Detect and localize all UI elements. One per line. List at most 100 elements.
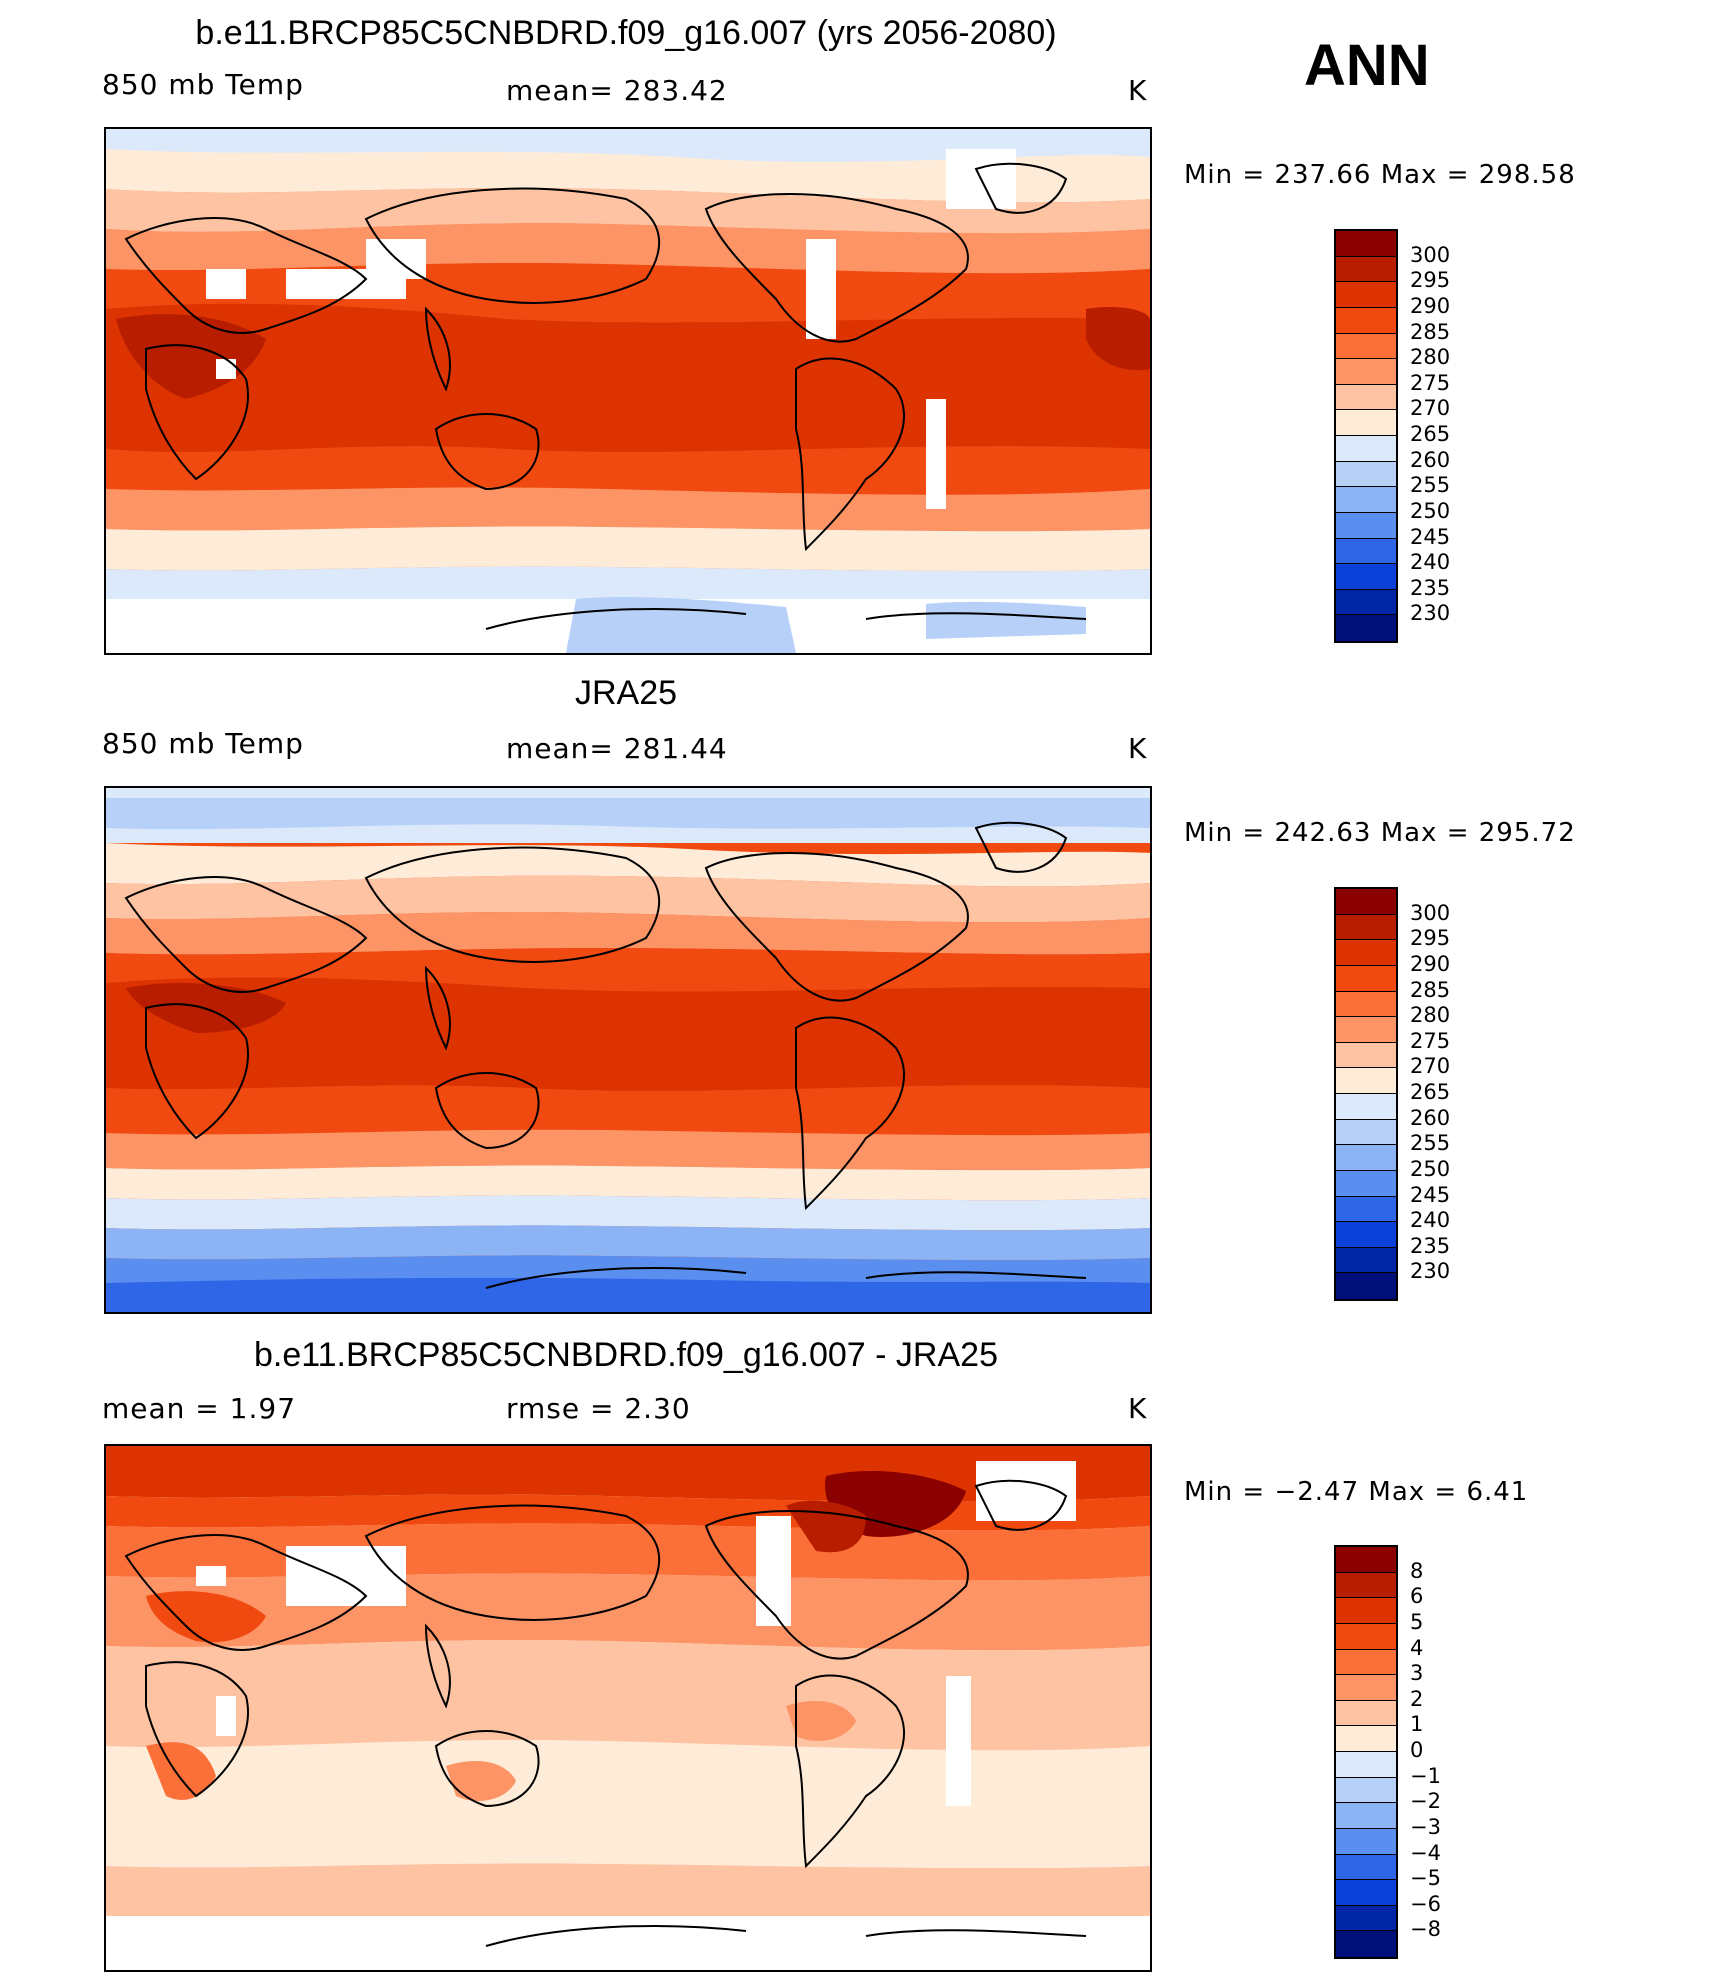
colorbar-tick-label: −4 <box>1410 1840 1441 1865</box>
colorbar-swatch <box>1336 512 1396 539</box>
colorbar-swatch <box>1336 410 1396 436</box>
colorbar-swatch <box>1336 231 1396 257</box>
colorbar-tick-label: 0 <box>1410 1738 1424 1762</box>
colorbar-tick-label: 265 <box>1410 422 1451 446</box>
colorbar-swatch <box>1336 914 1396 941</box>
colorbar-swatch <box>1336 1068 1396 1094</box>
panel-2-variable-label: 850 mb Temp <box>102 727 304 760</box>
panel-1-map-graphic <box>106 129 1150 653</box>
colorbar-swatch <box>1336 940 1396 966</box>
colorbar-tick-label: 255 <box>1410 1131 1451 1156</box>
colorbar-tick-label: 290 <box>1410 951 1451 976</box>
colorbar-swatch <box>1336 1675 1396 1701</box>
colorbar-swatch <box>1336 1649 1396 1676</box>
colorbar-tick-label: 235 <box>1410 575 1451 600</box>
panel-2-map <box>104 786 1152 1314</box>
colorbar-tick-label: 8 <box>1410 1558 1424 1583</box>
colorbar-tick-label: 245 <box>1410 524 1451 549</box>
colorbar-swatch <box>1336 1777 1396 1804</box>
colorbar-swatch <box>1336 461 1396 488</box>
panel-2-colorbar-ticks: 300 295 290 285 280 275 270 265 260 255 250 245 240 2… <box>1410 887 1490 1297</box>
panel-2-title: JRA25 <box>574 674 678 712</box>
colorbar-swatch <box>1336 991 1396 1018</box>
colorbar-tick-label: 245 <box>1410 1182 1451 1207</box>
colorbar-tick-label: 6 <box>1410 1584 1424 1609</box>
colorbar-swatch <box>1336 1726 1396 1752</box>
colorbar-tick-label: 260 <box>1410 1105 1451 1130</box>
colorbar-tick-label: 2 <box>1410 1686 1424 1711</box>
colorbar-tick-label: 280 <box>1410 1003 1451 1028</box>
colorbar-tick-label: 300 <box>1410 242 1451 267</box>
colorbar-tick-label: 230 <box>1410 1259 1451 1284</box>
colorbar-swatch <box>1336 1828 1396 1855</box>
colorbar-swatch <box>1336 1905 1396 1932</box>
colorbar-tick-label: −1 <box>1410 1763 1441 1788</box>
colorbar-swatch <box>1336 1547 1396 1573</box>
colorbar-swatch <box>1336 1623 1396 1650</box>
panel-2-mean-label: mean= 281.44 <box>506 732 728 765</box>
panel-2-units-label: K <box>1128 732 1148 765</box>
colorbar-swatch <box>1336 359 1396 385</box>
colorbar-swatch <box>1336 1700 1396 1727</box>
panel-3-map <box>104 1444 1152 1972</box>
colorbar-swatch <box>1336 1196 1396 1223</box>
colorbar-tick-label: 250 <box>1410 1156 1451 1181</box>
colorbar-tick-label: 285 <box>1410 319 1451 344</box>
colorbar-swatch <box>1336 1752 1396 1778</box>
colorbar-swatch <box>1336 1222 1396 1248</box>
colorbar-tick-label: 255 <box>1410 473 1451 498</box>
colorbar-tick-label: 295 <box>1410 926 1451 951</box>
colorbar-swatch <box>1336 436 1396 462</box>
panel-1-units-label: K <box>1128 74 1148 107</box>
colorbar-tick-label: 240 <box>1410 1208 1451 1233</box>
panel-2-map-graphic <box>106 788 1150 1312</box>
colorbar-swatch <box>1336 1094 1396 1120</box>
colorbar-tick-label: 290 <box>1410 293 1451 318</box>
colorbar-swatch <box>1336 1145 1396 1171</box>
panel-3-colorbar <box>1334 1545 1398 1959</box>
colorbar-swatch <box>1336 487 1396 513</box>
panel-1-colorbar <box>1334 229 1398 643</box>
season-label: ANN <box>1304 33 1430 98</box>
colorbar-swatch <box>1336 1170 1396 1197</box>
panel-3-title: b.e11.BRCP85C5CNBDRD.f09_g16.007 - JRA25 <box>254 1336 998 1374</box>
colorbar-tick-label: 270 <box>1410 1054 1451 1079</box>
panel-1-colorbar-ticks: 300 295 290 285 280 275 270 265 260 255 250 245 240 2… <box>1410 229 1490 639</box>
colorbar-tick-label: −8 <box>1410 1917 1441 1942</box>
colorbar-tick-label: 4 <box>1410 1635 1424 1660</box>
colorbar-tick-label: −5 <box>1410 1866 1441 1891</box>
colorbar-tick-label: 3 <box>1410 1661 1424 1686</box>
colorbar-tick-label: 275 <box>1410 370 1451 395</box>
colorbar-swatch <box>1336 1017 1396 1043</box>
colorbar-swatch <box>1336 1803 1396 1829</box>
colorbar-tick-label: 270 <box>1410 396 1451 421</box>
colorbar-swatch <box>1336 1273 1396 1299</box>
colorbar-tick-label: 280 <box>1410 345 1451 370</box>
panel-2-colorbar <box>1334 887 1398 1301</box>
colorbar-tick-label: 250 <box>1410 498 1451 523</box>
colorbar-tick-label: 300 <box>1410 900 1451 925</box>
colorbar-swatch <box>1336 889 1396 915</box>
colorbar-tick-label: 260 <box>1410 447 1451 472</box>
colorbar-tick-label: 235 <box>1410 1233 1451 1258</box>
colorbar-tick-label: 230 <box>1410 601 1451 626</box>
colorbar-swatch <box>1336 965 1396 992</box>
colorbar-swatch <box>1336 307 1396 334</box>
colorbar-swatch <box>1336 564 1396 590</box>
panel-1-variable-label: 850 mb Temp <box>102 68 304 101</box>
panel-3-colorbar-ticks: 8 6 5 4 3 2 1 0 −1 −2 −3 −4 −5 −6 −8 <box>1410 1545 1490 1955</box>
panel-1-mean-label: mean= 283.42 <box>506 74 728 107</box>
panel-1-map <box>104 127 1152 655</box>
colorbar-swatch <box>1336 538 1396 565</box>
colorbar-swatch <box>1336 589 1396 616</box>
colorbar-tick-label: 295 <box>1410 268 1451 293</box>
panel-3-units-label: K <box>1128 1392 1148 1425</box>
colorbar-tick-label: 275 <box>1410 1028 1451 1053</box>
colorbar-swatch <box>1336 384 1396 411</box>
colorbar-swatch <box>1336 1042 1396 1069</box>
colorbar-swatch <box>1336 282 1396 308</box>
colorbar-swatch <box>1336 1119 1396 1146</box>
colorbar-swatch <box>1336 615 1396 641</box>
colorbar-swatch <box>1336 1854 1396 1881</box>
colorbar-swatch <box>1336 1247 1396 1274</box>
